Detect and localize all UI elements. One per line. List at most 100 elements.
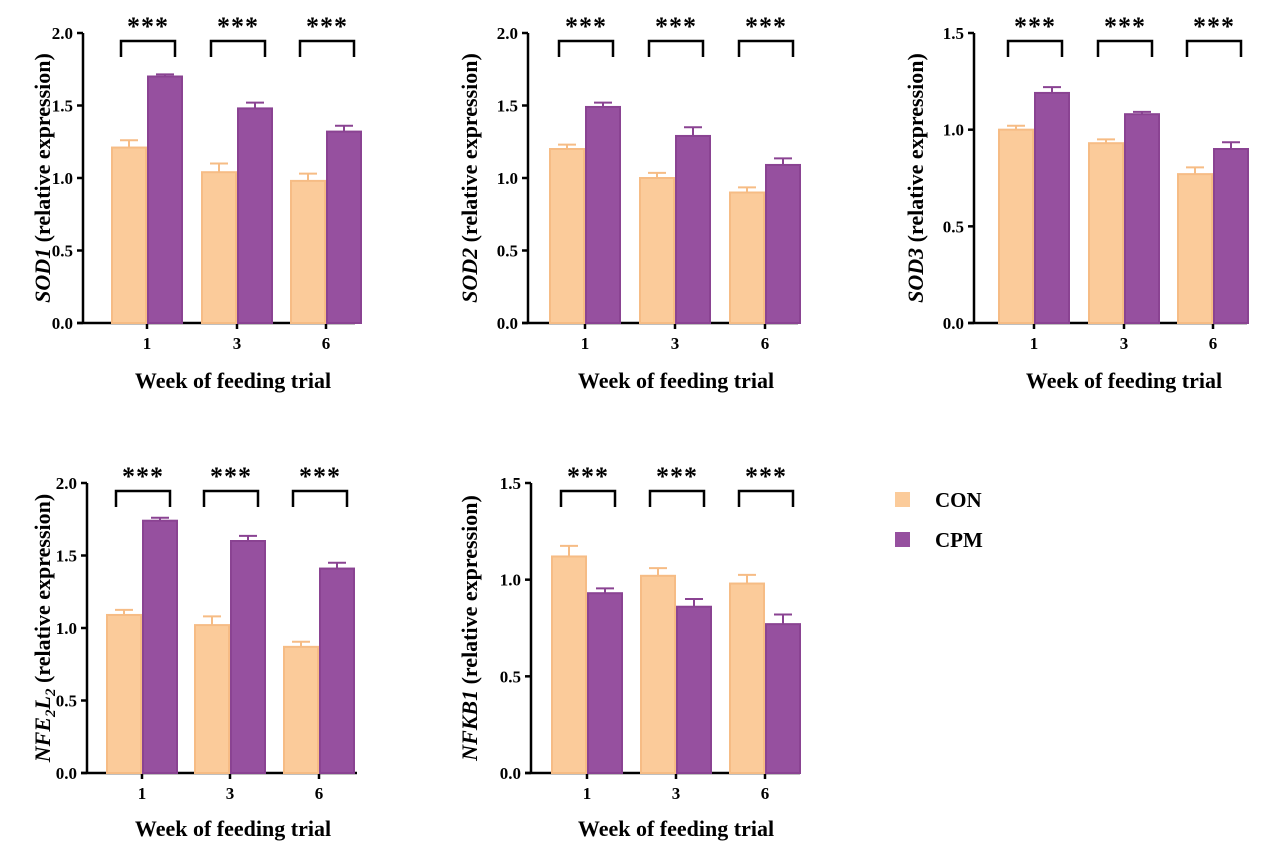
y-axis-sub1-nfe2l2: 2 bbox=[43, 709, 59, 718]
significance-label-sod1: *** bbox=[306, 12, 348, 41]
y-axis-label-nfkb1: NFKB1 (relative expression) bbox=[457, 495, 482, 762]
significance-label-sod3: *** bbox=[1193, 12, 1235, 41]
x-tick-label-nfkb1: 3 bbox=[672, 784, 681, 803]
significance-bracket-nfkb1 bbox=[648, 489, 706, 507]
bar-sod3-cpm-week-1 bbox=[1034, 91, 1070, 324]
bar-sod1-con-week-6 bbox=[290, 179, 326, 324]
bar-sod2-con-week-6 bbox=[729, 191, 765, 324]
y-tick-label-sod1: 2.0 bbox=[52, 24, 73, 43]
bar-sod3-cpm-week-6 bbox=[1213, 148, 1249, 324]
panel-marks-sod1: 0.0 0.5 1.0 1.5 2.0 1 *** 3 *** 6 *** bbox=[52, 12, 362, 353]
y-tick-label-sod1: 0.0 bbox=[52, 314, 73, 333]
panel-marks-sod2: 0.0 0.5 1.0 1.5 2.0 1 *** 3 *** 6 *** bbox=[497, 12, 801, 353]
bar-nfe2l2-con-week-1 bbox=[106, 613, 142, 775]
significance-label-sod2: *** bbox=[655, 12, 697, 41]
bar-nfkb1-con-week-6 bbox=[729, 582, 765, 774]
y-tick-label-nfkb1: 0.5 bbox=[500, 667, 521, 686]
y-tick-label-sod2: 1.5 bbox=[497, 97, 518, 116]
panel-marks-nfkb1: 0.0 0.5 1.0 1.5 1 *** 3 *** 6 *** bbox=[500, 462, 801, 803]
y-tick-label-sod1: 1.0 bbox=[52, 169, 73, 188]
y-axis-mid-nfe2l2: L bbox=[30, 696, 55, 710]
x-tick-label-sod2: 6 bbox=[761, 334, 770, 353]
y-axis-label-sod1: SOD1 (relative expression) bbox=[30, 53, 55, 303]
bar-nfe2l2-cpm-week-6 bbox=[319, 567, 355, 774]
bar-nfkb1-con-week-3 bbox=[640, 574, 676, 774]
significance-bracket-sod1 bbox=[119, 39, 177, 57]
x-tick-label-nfe2l2: 6 bbox=[315, 784, 324, 803]
bar-nfkb1-cpm-week-6 bbox=[765, 623, 801, 775]
significance-bracket-sod3 bbox=[1096, 39, 1154, 57]
x-axis-label-sod1: Week of feeding trial bbox=[135, 368, 331, 393]
significance-label-nfe2l2: *** bbox=[210, 462, 252, 491]
bar-nfkb1-cpm-week-3 bbox=[676, 605, 712, 774]
legend-swatch-con bbox=[895, 492, 910, 507]
significance-bracket-nfkb1 bbox=[559, 489, 617, 507]
significance-bracket-sod3 bbox=[1185, 39, 1243, 57]
y-tick-label-sod2: 0.0 bbox=[497, 314, 518, 333]
significance-label-sod3: *** bbox=[1104, 12, 1146, 41]
y-axis-label-nfe2l2: NFE2L2 (relative expression) bbox=[30, 494, 59, 763]
y-tick-label-sod2: 2.0 bbox=[497, 24, 518, 43]
x-axis-label-nfe2l2: Week of feeding trial bbox=[135, 816, 331, 841]
y-axis-unit-nfkb1: (relative expression) bbox=[457, 495, 482, 690]
y-tick-label-nfe2l2: 1.5 bbox=[56, 547, 77, 566]
y-axis-gene-sod3: SOD3 bbox=[903, 248, 928, 303]
bar-nfkb1-con-week-1 bbox=[551, 555, 587, 775]
x-tick-label-nfkb1: 6 bbox=[761, 784, 770, 803]
y-tick-label-sod3: 1.5 bbox=[943, 24, 964, 43]
bar-sod2-con-week-3 bbox=[639, 177, 675, 324]
bar-sod2-cpm-week-6 bbox=[765, 163, 801, 324]
panel-marks-nfe2l2: 0.0 0.5 1.0 1.5 2.0 1 *** 3 *** 6 *** bbox=[56, 462, 357, 803]
y-axis-label-sod3: SOD3 (relative expression) bbox=[903, 53, 928, 303]
x-axis-label-sod2: Week of feeding trial bbox=[578, 368, 774, 393]
x-tick-label-sod2: 3 bbox=[671, 334, 680, 353]
y-axis-sub2-nfe2l2: 2 bbox=[43, 688, 59, 697]
y-axis-unit-sod1: (relative expression) bbox=[30, 53, 55, 248]
legend: CON CPM bbox=[895, 488, 983, 552]
legend-swatch-cpm bbox=[895, 532, 910, 547]
y-axis-unit-nfe2l2: (relative expression) bbox=[30, 494, 55, 689]
significance-label-sod1: *** bbox=[217, 12, 259, 41]
x-tick-label-sod3: 1 bbox=[1030, 334, 1039, 353]
y-tick-label-nfe2l2: 0.0 bbox=[56, 764, 77, 783]
panel-sod3: SOD3 (relative expression) Week of feedi… bbox=[903, 53, 1222, 393]
y-tick-label-sod2: 0.5 bbox=[497, 242, 518, 261]
bar-sod1-con-week-3 bbox=[201, 171, 237, 324]
bar-sod1-cpm-week-3 bbox=[237, 107, 273, 325]
x-tick-label-nfe2l2: 1 bbox=[138, 784, 147, 803]
x-tick-label-sod1: 6 bbox=[322, 334, 331, 353]
x-tick-label-sod1: 1 bbox=[143, 334, 152, 353]
y-axis-gene-nfkb1: NFKB1 bbox=[457, 690, 482, 762]
x-axis-label-sod3: Week of feeding trial bbox=[1026, 368, 1222, 393]
significance-label-nfkb1: *** bbox=[567, 462, 609, 491]
y-axis-gene-nfe2l2: NFE bbox=[30, 717, 55, 763]
legend-label-con: CON bbox=[935, 488, 982, 512]
panel-nfe2l2: NFE2L2 (relative expression) Week of fee… bbox=[30, 494, 331, 841]
y-tick-label-nfe2l2: 0.5 bbox=[56, 692, 77, 711]
y-axis-gene-sod1: SOD1 bbox=[30, 248, 55, 303]
y-tick-label-sod2: 1.0 bbox=[497, 169, 518, 188]
significance-bracket-nfe2l2 bbox=[291, 489, 349, 507]
y-tick-label-sod3: 0.5 bbox=[943, 217, 964, 236]
bar-sod2-con-week-1 bbox=[549, 148, 585, 324]
significance-label-sod3: *** bbox=[1014, 12, 1056, 41]
bar-sod1-cpm-week-1 bbox=[147, 75, 183, 324]
panel-sod2: SOD2 (relative expression) Week of feedi… bbox=[457, 53, 774, 393]
bar-nfe2l2-con-week-3 bbox=[194, 624, 230, 774]
bar-sod3-con-week-1 bbox=[998, 128, 1034, 324]
significance-bracket-nfe2l2 bbox=[202, 489, 260, 507]
y-axis-unit-sod2: (relative expression) bbox=[457, 53, 482, 248]
significance-bracket-sod1 bbox=[298, 39, 356, 57]
y-tick-label-sod3: 1.0 bbox=[943, 121, 964, 140]
chart-marks: 0.0 0.5 1.0 1.5 2.0 1 *** 3 *** 6 *** 0.0 0.5 1.0 1.5 2… bbox=[52, 12, 1249, 803]
significance-label-nfe2l2: *** bbox=[299, 462, 341, 491]
y-tick-label-nfkb1: 0.0 bbox=[500, 764, 521, 783]
significance-label-sod1: *** bbox=[127, 12, 169, 41]
significance-bracket-nfkb1 bbox=[737, 489, 795, 507]
panel-sod1: SOD1 (relative expression) Week of feedi… bbox=[30, 53, 331, 393]
y-tick-label-sod1: 1.5 bbox=[52, 97, 73, 116]
y-tick-label-nfe2l2: 2.0 bbox=[56, 474, 77, 493]
x-axis-label-nfkb1: Week of feeding trial bbox=[578, 816, 774, 841]
significance-label-nfkb1: *** bbox=[656, 462, 698, 491]
